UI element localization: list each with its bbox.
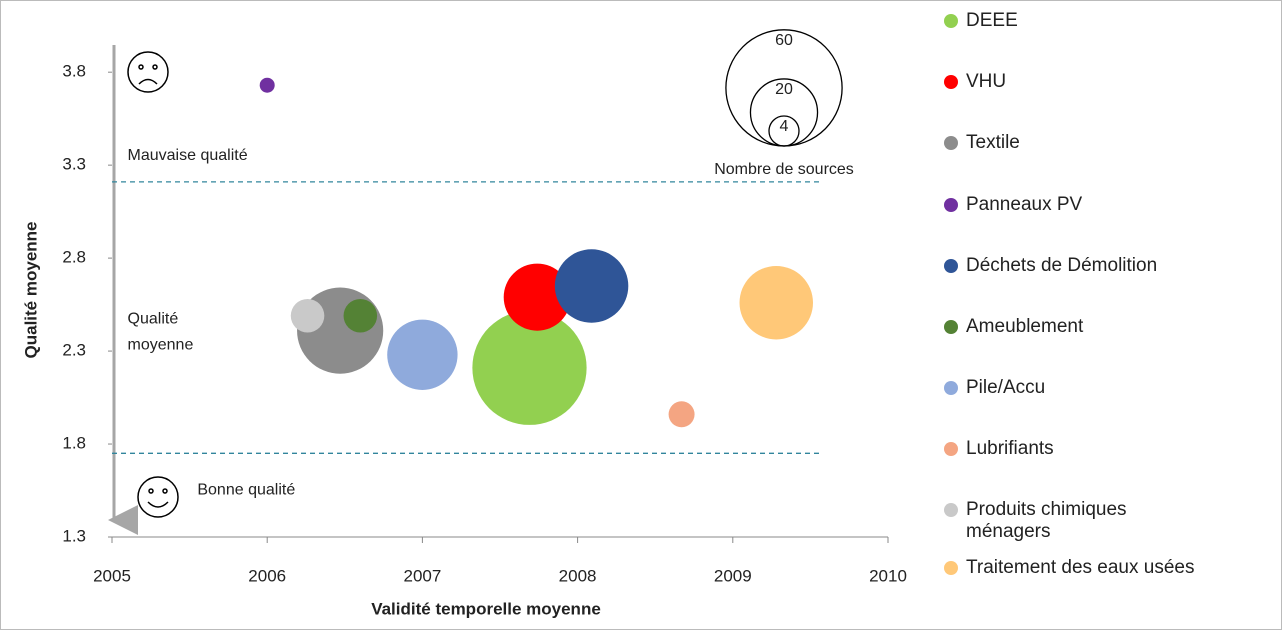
bubble <box>259 77 275 93</box>
size-legend-circle <box>768 115 800 147</box>
bubble <box>668 401 695 428</box>
happy-face <box>137 476 179 518</box>
annotation: Mauvaise qualité <box>128 147 248 164</box>
annotation: Bonne qualité <box>197 482 295 499</box>
legend-item: Panneaux PV <box>942 194 1082 216</box>
bubble <box>554 249 629 323</box>
bubble <box>739 265 813 340</box>
legend-item: Textile <box>942 132 1020 154</box>
x-tick-label: 2010 <box>869 566 907 585</box>
legend-label: Déchets de Démolition <box>966 255 1158 276</box>
y-tick-label: 3.3 <box>62 155 86 174</box>
legend-marker <box>944 320 958 334</box>
legend-label: DEEE <box>966 10 1018 31</box>
x-tick-label: 2006 <box>248 566 286 585</box>
size-legend-label: 4 <box>780 118 789 135</box>
legend-label: Produits chimiques ménagers <box>966 499 1127 542</box>
legend-marker <box>944 259 958 273</box>
legend-item: VHU <box>942 71 1006 93</box>
bubble <box>290 298 325 333</box>
y-tick-label: 3.8 <box>62 62 86 81</box>
legend-marker <box>944 14 958 28</box>
legend-item: DEEE <box>942 10 1018 32</box>
annotation: moyenne <box>128 337 194 354</box>
legend-label: Traitement des eaux usées <box>966 557 1195 578</box>
legend-label: Ameublement <box>966 316 1084 337</box>
legend-marker <box>944 503 958 517</box>
legend-label: VHU <box>966 71 1007 92</box>
annotation: Qualité <box>128 311 179 328</box>
legend-label: Lubrifiants <box>966 438 1054 459</box>
size-legend-label: 20 <box>775 81 793 98</box>
legend-marker <box>944 381 958 395</box>
legend-label: Panneaux PV <box>966 194 1083 215</box>
x-tick-label: 2008 <box>559 566 597 585</box>
sad-face <box>127 51 169 93</box>
size-legend-title: Nombre de sources <box>714 161 854 178</box>
y-tick-label: 1.8 <box>62 434 86 453</box>
y-tick-label: 1.3 <box>62 526 86 545</box>
x-tick-label: 2005 <box>93 566 131 585</box>
legend-item: Lubrifiants <box>942 438 1054 460</box>
legend-label: Pile/Accu <box>966 377 1046 398</box>
legend-marker <box>944 198 958 212</box>
legend-item: Déchets de Démolition <box>942 255 1157 277</box>
x-axis-label: Validité temporelle moyenne <box>371 599 601 618</box>
bubble <box>472 310 587 425</box>
bubble <box>343 298 378 333</box>
legend-marker <box>944 75 958 89</box>
legend-label: Textile <box>966 132 1020 153</box>
legend-item: Traitement des eaux usées <box>942 557 1194 579</box>
legend-item: Produits chimiques ménagers <box>942 499 1186 543</box>
legend-marker <box>944 442 958 456</box>
y-axis-label: Qualité moyenne <box>21 222 40 359</box>
x-tick-label: 2007 <box>403 566 441 585</box>
legend-item: Pile/Accu <box>942 377 1045 399</box>
y-tick-label: 2.3 <box>62 341 86 360</box>
x-tick-label: 2009 <box>714 566 752 585</box>
size-legend-label: 60 <box>775 32 793 49</box>
legend-marker <box>944 561 958 575</box>
legend-marker <box>944 136 958 150</box>
bubble <box>387 319 458 390</box>
bubble <box>503 263 571 331</box>
y-tick-label: 2.8 <box>62 248 86 267</box>
legend-item: Ameublement <box>942 316 1083 338</box>
